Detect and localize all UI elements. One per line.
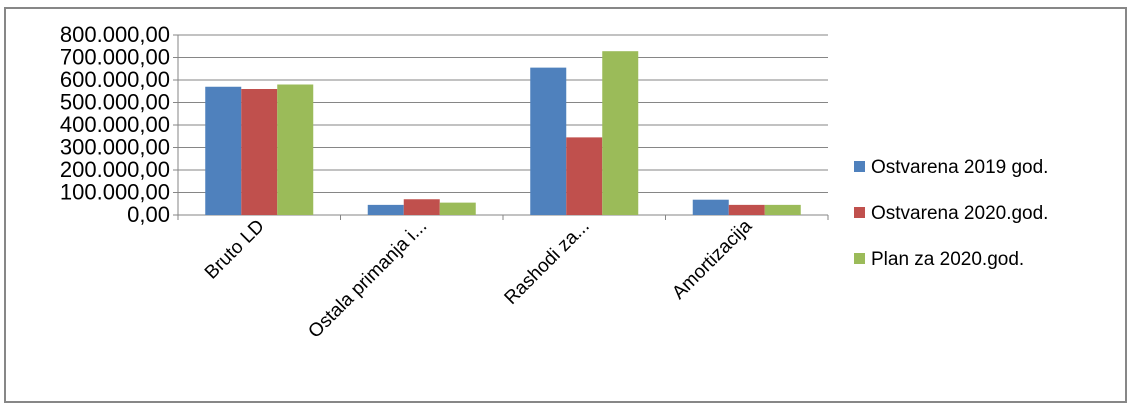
bar [602, 51, 639, 216]
y-tick-label: 0,00 [127, 202, 170, 227]
legend-swatch [854, 161, 865, 172]
bar [566, 137, 603, 215]
y-tick-label: 100.000,00 [60, 180, 170, 205]
bar [764, 204, 801, 215]
x-category-label: Rashodi za... [501, 216, 594, 309]
y-tick-label: 600.000,00 [60, 67, 170, 92]
y-tick-label: 500.000,00 [60, 90, 170, 115]
bar [367, 204, 404, 215]
legend-label: Ostvarena 2020.god. [871, 203, 1048, 224]
bar [277, 84, 314, 215]
bar [439, 202, 476, 215]
x-category-label: Bruto LD [201, 216, 269, 284]
bar [241, 89, 278, 215]
bar [728, 204, 765, 215]
x-category-label: Ostala primanja i... [304, 216, 431, 343]
x-category-label: Amortizacija [668, 215, 756, 303]
legend-swatch [854, 207, 865, 218]
y-tick-label: 700.000,00 [60, 45, 170, 70]
legend-label: Ostvarena 2019 god. [871, 157, 1048, 178]
legend-label: Plan za 2020.god. [871, 249, 1024, 270]
bar [403, 199, 440, 215]
legend-swatch [854, 253, 865, 264]
chart-frame: 0,00 100.000,00 200.000,00 300.000,00 400.00… [4, 7, 1127, 403]
y-tick-label: 200.000,00 [60, 157, 170, 182]
bar [692, 199, 729, 215]
y-tick-label: 400.000,00 [60, 112, 170, 137]
bar [530, 67, 567, 215]
bar [205, 86, 242, 215]
y-tick-label: 800.000,00 [60, 22, 170, 47]
bar-chart: 0,00100.000,00200.000,00300.000,00400.00… [60, 22, 1049, 343]
y-tick-label: 300.000,00 [60, 135, 170, 160]
